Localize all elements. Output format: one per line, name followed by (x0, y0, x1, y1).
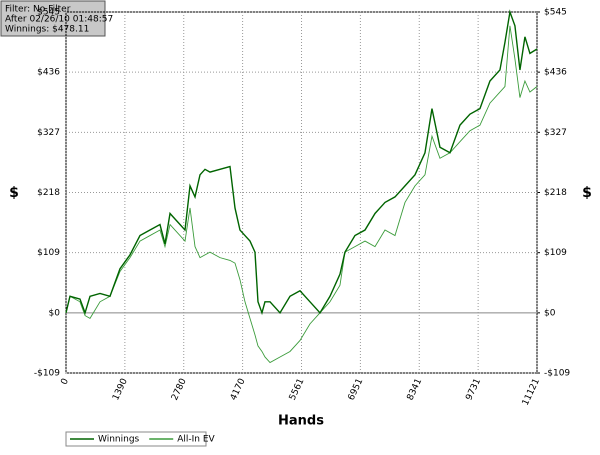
info-box (0, 0, 106, 37)
x-axis-label: Hands (278, 414, 324, 429)
y2-axis-label: $ (582, 185, 592, 201)
y2-tick-label: $218 (544, 188, 567, 198)
legend-box (65, 431, 207, 447)
y-axis-label: $ (9, 185, 19, 201)
legend-label: All-In EV (177, 435, 215, 445)
y-tick-label: $218 (37, 188, 60, 198)
info-text: Winnings: $478.11 (5, 25, 89, 35)
legend-label: Winnings (98, 435, 140, 445)
y-tick-label: $545 (37, 8, 60, 18)
x-tick-label: 0 (59, 377, 71, 387)
series-line (65, 9, 538, 316)
y2-tick-label: $0 (544, 308, 556, 318)
y-tick-label: -$109 (34, 369, 60, 379)
info-text: Filter: No Filter (5, 5, 71, 15)
y2-tick-label: $436 (544, 68, 567, 78)
y2-tick-label: $545 (544, 8, 567, 18)
y2-tick-label: $109 (544, 248, 567, 258)
series-line (65, 25, 538, 364)
y2-tick-label: -$109 (544, 369, 570, 379)
y-tick-label: $327 (37, 128, 60, 138)
y-tick-label: $0 (49, 308, 61, 318)
y-tick-label: $109 (37, 248, 60, 258)
y-tick-label: $436 (37, 68, 60, 78)
y2-tick-label: $327 (544, 128, 567, 138)
info-text: After 02/26/10 01:48:57 (5, 15, 113, 25)
